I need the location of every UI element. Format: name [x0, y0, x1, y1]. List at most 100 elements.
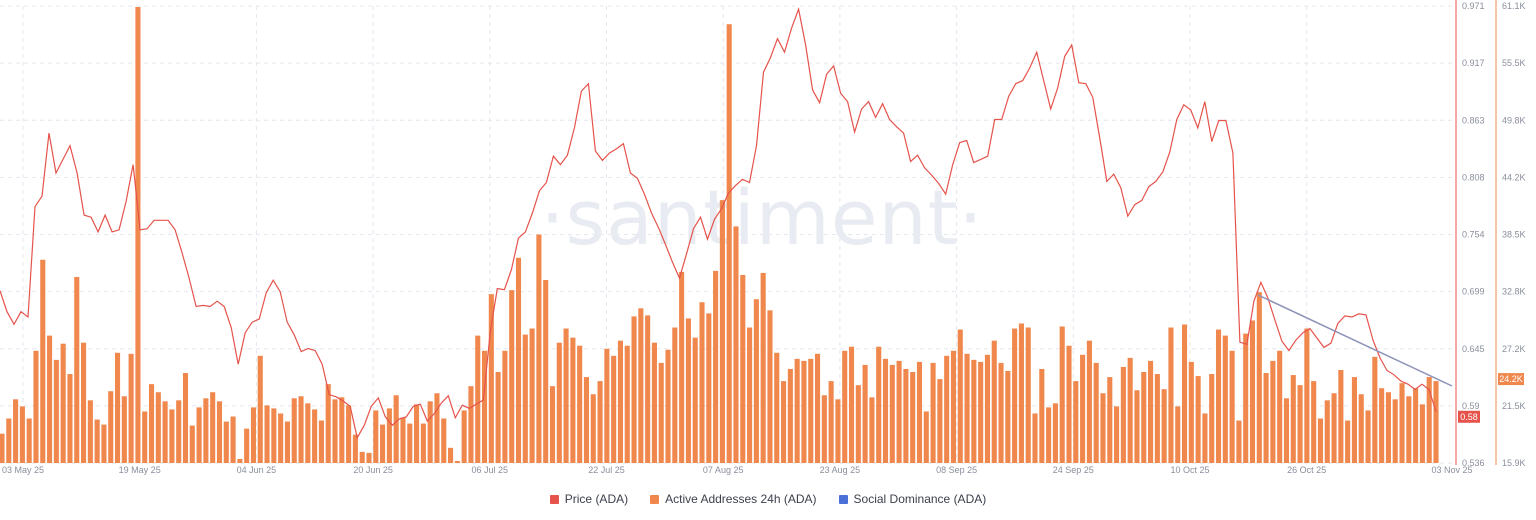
address-bar — [1317, 418, 1324, 463]
legend: Price (ADA) Active Addresses 24h (ADA) S… — [0, 492, 1536, 506]
x-tick-label: 24 Sep 25 — [1053, 465, 1094, 475]
address-bar — [1073, 381, 1079, 463]
address-bar — [1086, 340, 1092, 463]
address-bar — [1358, 394, 1364, 463]
address-bar — [916, 361, 923, 463]
address-bar — [135, 7, 141, 464]
address-bar — [998, 362, 1004, 463]
price-tick-label: 0.59 — [1462, 401, 1480, 411]
address-bar — [1161, 389, 1167, 463]
trend-line — [1257, 294, 1453, 387]
address-bar — [767, 310, 773, 463]
address-bar — [1392, 399, 1398, 463]
address-bar — [210, 392, 216, 463]
address-bar — [312, 409, 318, 463]
address-bar — [570, 337, 576, 463]
address-bar — [441, 418, 447, 463]
addresses-tick-label: 55.5K — [1502, 58, 1526, 68]
address-bar — [1032, 413, 1038, 463]
address-bar — [1080, 354, 1086, 463]
address-bar — [427, 401, 433, 463]
address-bar — [359, 451, 365, 463]
address-bar — [529, 328, 535, 463]
address-bar — [1195, 376, 1201, 463]
legend-item-price[interactable]: Price (ADA) — [549, 492, 628, 506]
address-bar — [713, 270, 719, 463]
legend-item-addresses[interactable]: Active Addresses 24h (ADA) — [650, 492, 817, 506]
address-bar — [271, 408, 277, 463]
address-bar — [631, 316, 637, 463]
address-bar — [679, 271, 685, 463]
address-bar — [1066, 345, 1072, 463]
address-bar — [549, 386, 556, 463]
address-bar — [1141, 372, 1147, 463]
address-bar — [665, 349, 671, 463]
price-tick-label: 0.808 — [1462, 172, 1485, 182]
address-bar — [1399, 383, 1405, 463]
address-bar — [937, 379, 943, 463]
address-bar — [1039, 368, 1045, 463]
address-bar — [148, 384, 155, 463]
address-bar — [774, 352, 780, 463]
address-bar — [835, 399, 841, 463]
addresses-tick-label: 61.1K — [1502, 1, 1526, 11]
price-swatch — [549, 494, 559, 504]
address-bar — [753, 299, 759, 463]
x-tick-label: 03 Nov 25 — [1431, 465, 1472, 475]
address-bar — [114, 352, 121, 463]
address-bar — [950, 350, 957, 463]
address-bar — [692, 337, 698, 463]
address-bar — [1243, 333, 1249, 463]
address-bars — [0, 7, 1439, 464]
address-bar — [1005, 370, 1011, 463]
address-bar — [1093, 362, 1099, 463]
address-bar — [67, 374, 73, 463]
price-current-badge — [1458, 410, 1480, 423]
address-bar — [53, 359, 59, 463]
address-bar — [828, 381, 834, 463]
address-bar — [814, 353, 821, 463]
address-bar — [1059, 326, 1065, 463]
address-bar — [1379, 388, 1385, 463]
address-bar — [1331, 393, 1337, 463]
addresses-swatch — [650, 494, 660, 504]
address-bar — [1263, 373, 1269, 463]
address-bar — [1372, 356, 1378, 463]
address-bar — [434, 393, 440, 463]
price-tick-label: 0.645 — [1462, 344, 1485, 354]
address-bar — [760, 272, 766, 463]
legend-item-social-dominance[interactable]: Social Dominance (ADA) — [838, 492, 986, 506]
x-tick-label: 07 Aug 25 — [703, 465, 744, 475]
address-bar — [230, 416, 236, 463]
address-bar — [284, 421, 290, 463]
address-bar — [475, 335, 481, 463]
address-bar — [1351, 377, 1357, 463]
address-bar — [604, 348, 610, 463]
address-bar — [1127, 357, 1133, 463]
addresses-current-label: 24.2K — [1499, 374, 1523, 384]
address-bar — [1046, 407, 1052, 463]
address-bar — [1052, 403, 1058, 463]
address-bar — [781, 381, 787, 463]
address-bar — [60, 343, 66, 463]
address-bar — [583, 377, 590, 463]
address-bar — [468, 386, 474, 463]
address-bar — [189, 425, 195, 463]
address-bar — [1283, 398, 1290, 463]
x-tick-label: 20 Jun 25 — [353, 465, 393, 475]
address-bar — [740, 274, 746, 463]
address-bar — [658, 362, 664, 463]
addresses-tick-label: 32.8K — [1502, 287, 1526, 297]
address-bar — [882, 358, 889, 463]
address-bar — [617, 340, 624, 463]
address-bar — [563, 328, 569, 463]
address-bar — [339, 397, 345, 463]
price-line — [0, 6, 1437, 440]
address-bar — [1229, 350, 1235, 463]
address-bar — [47, 335, 53, 463]
address-bar — [1385, 392, 1391, 463]
address-bar — [19, 406, 25, 463]
address-bar — [978, 361, 984, 463]
address-bar — [638, 308, 644, 463]
address-bar — [203, 398, 209, 463]
